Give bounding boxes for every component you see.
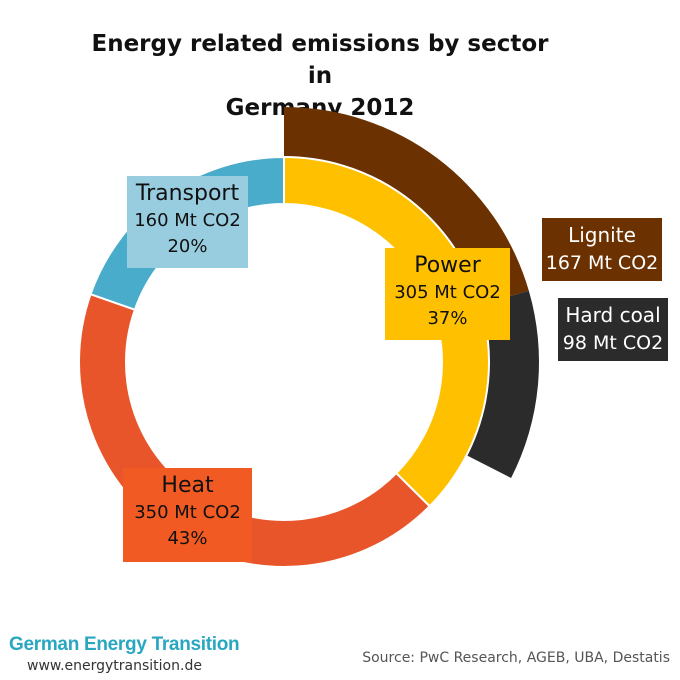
transport-name: Transport: [135, 181, 240, 206]
hard-coal-name: Hard coal: [565, 303, 661, 327]
lignite-value: 167 Mt CO2: [545, 252, 659, 274]
heat-value: 350 Mt CO2: [134, 502, 241, 523]
transport-percent: 20%: [167, 236, 208, 257]
source-note: Source: PwC Research, AGEB, UBA, Destati…: [362, 650, 670, 666]
power-label: Power 305 Mt CO2 37%: [385, 248, 510, 340]
transport-value: 160 Mt CO2: [134, 210, 241, 231]
transport-label: Transport 160 Mt CO2 20%: [127, 176, 248, 268]
heat-percent: 43%: [167, 528, 208, 549]
heat-name: Heat: [161, 473, 214, 498]
lignite-name: Lignite: [568, 223, 636, 247]
hard-coal-label: Hard coal 98 Mt CO2: [558, 298, 668, 361]
power-value: 305 Mt CO2: [394, 282, 501, 303]
outer-slice-hard-coal: [466, 290, 539, 478]
chart-title-line-1: Energy related emissions by sector in: [91, 31, 549, 89]
chart-title: Energy related emissions by sector in Ge…: [90, 28, 550, 124]
hard-coal-value: 98 Mt CO2: [562, 332, 664, 354]
power-name: Power: [414, 253, 481, 278]
power-percent: 37%: [427, 308, 468, 329]
lignite-label: Lignite 167 Mt CO2: [542, 218, 662, 281]
heat-label: Heat 350 Mt CO2 43%: [123, 468, 252, 562]
brand-name: German Energy Transition: [9, 634, 240, 655]
brand-url: www.energytransition.de: [27, 658, 202, 674]
